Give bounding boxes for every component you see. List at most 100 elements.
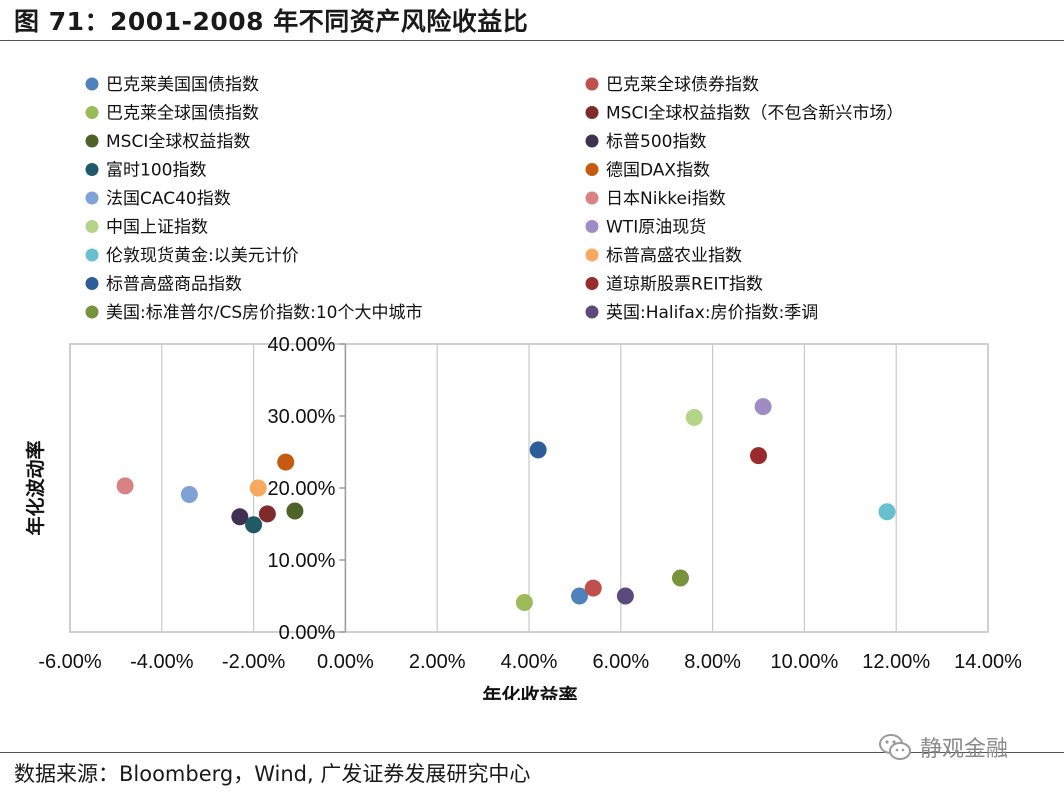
legend-marker — [585, 248, 599, 262]
legend-item: 巴克莱全球国债指数 — [85, 104, 259, 124]
watermark: 静观金融 — [878, 730, 1008, 764]
legend-marker — [85, 106, 99, 119]
legend-marker — [85, 248, 99, 262]
legend-marker — [85, 77, 99, 91]
data-point — [584, 579, 602, 597]
data-point — [671, 569, 689, 587]
legend-label: 标普500指数 — [606, 132, 706, 152]
data-point — [277, 453, 295, 471]
figure-title: 图 71：2001-2008 年不同资产风险收益比 — [14, 7, 529, 36]
watermark-text: 静观金融 — [920, 737, 1009, 762]
legend-item: 英国:Halifax:房价指数:季调 — [585, 303, 818, 323]
x-tick-label: -2.00% — [222, 651, 286, 673]
legend-item: 日本Nikkei指数 — [585, 189, 726, 209]
legend-item: 伦敦现货黄金:以美元计价 — [85, 246, 299, 266]
x-tick-label: 14.00% — [954, 651, 1022, 673]
legend-label: 伦敦现货黄金:以美元计价 — [106, 246, 299, 266]
legend-item: 巴克莱美国国债指数 — [85, 75, 259, 95]
x-tick-label: -4.00% — [130, 651, 194, 673]
data-point — [750, 447, 767, 465]
data-point — [685, 408, 703, 426]
x-tick-label: 12.00% — [862, 651, 930, 673]
legend-label: MSCI全球权益指数 — [106, 132, 250, 152]
data-point — [570, 587, 588, 605]
data-point — [258, 505, 276, 523]
source-note: 数据来源：Bloomberg，Wind, 广发证券发展研究中心 — [14, 762, 531, 786]
y-tick-label: 0.00% — [279, 622, 336, 644]
legend-marker — [585, 106, 599, 119]
plot-area: -6.00% -4.00% -2.00% 0.00% 2.00% 4.00% 6.00% 8.… — [38, 334, 1022, 673]
legend-item: MSCI全球权益指数 — [85, 132, 250, 152]
legend-marker — [85, 191, 99, 205]
legend-item: 标普高盛农业指数 — [585, 246, 742, 266]
x-tick-label: 2.00% — [409, 651, 466, 673]
x-tick-label: 8.00% — [684, 651, 741, 673]
legend-label: 标普高盛商品指数 — [106, 275, 242, 295]
data-point — [878, 503, 896, 521]
source-divider — [0, 752, 1064, 753]
wechat-icon — [879, 734, 911, 760]
legend-label: 英国:Halifax:房价指数:季调 — [606, 303, 818, 323]
y-tick-label: 40.00% — [268, 334, 336, 356]
legend-label: 道琼斯股票REIT指数 — [606, 275, 763, 295]
legend-marker — [85, 163, 99, 176]
title-divider — [0, 40, 1064, 41]
data-point — [529, 441, 547, 459]
data-point — [286, 502, 304, 520]
legend-item: 中国上证指数 — [85, 218, 208, 238]
data-point — [245, 516, 263, 534]
legend-marker — [585, 163, 599, 176]
data-point — [249, 479, 267, 497]
legend-marker — [585, 277, 599, 290]
legend-item: 标普高盛商品指数 — [85, 275, 242, 295]
legend-label: 巴克莱全球国债指数 — [106, 104, 259, 124]
legend-label: 巴克莱全球债券指数 — [606, 75, 759, 95]
legend-item: 标普500指数 — [585, 132, 706, 152]
x-tick-label: -6.00% — [38, 651, 102, 673]
y-tick-label: 20.00% — [268, 478, 336, 500]
legend-label: 美国:标准普尔/CS房价指数:10个大中城市 — [106, 303, 422, 323]
legend-item: 法国CAC40指数 — [85, 189, 231, 209]
legend-marker — [585, 77, 599, 91]
y-axis-title: 年化波动率 — [24, 440, 47, 535]
x-tick-label: 4.00% — [501, 651, 558, 673]
legend-marker — [85, 220, 99, 233]
data-point — [515, 593, 533, 611]
legend-label: 德国DAX指数 — [606, 161, 710, 181]
x-tick-label: 0.00% — [317, 651, 374, 673]
legend-item: 道琼斯股票REIT指数 — [585, 275, 763, 295]
x-axis-title: 年化收益率 — [482, 684, 577, 700]
legend-label: 巴克莱美国国债指数 — [106, 75, 259, 95]
legend-label: 富时100指数 — [106, 161, 206, 181]
legend-marker — [85, 134, 99, 148]
data-point — [616, 587, 634, 605]
legend-marker — [585, 191, 599, 205]
data-point — [180, 485, 198, 503]
legend-item: 德国DAX指数 — [585, 161, 710, 181]
legend-marker — [585, 134, 599, 148]
legend-label: WTI原油现货 — [606, 218, 706, 238]
y-tick-label: 10.00% — [268, 550, 336, 572]
legend-item: WTI原油现货 — [585, 218, 706, 238]
legend-marker — [585, 220, 599, 233]
legend-marker — [85, 305, 99, 319]
legend-item: MSCI全球权益指数（不包含新兴市场） — [585, 104, 903, 124]
legend-item: 富时100指数 — [85, 161, 206, 181]
legend-label: 日本Nikkei指数 — [606, 189, 726, 209]
x-tick-label: 10.00% — [770, 651, 838, 673]
data-point — [754, 398, 772, 416]
data-point — [231, 508, 249, 526]
legend-label: 法国CAC40指数 — [106, 189, 231, 209]
legend-label: 中国上证指数 — [106, 218, 208, 238]
legend-label: 标普高盛农业指数 — [606, 246, 742, 266]
legend-item: 美国:标准普尔/CS房价指数:10个大中城市 — [85, 303, 422, 323]
legend-marker — [585, 305, 599, 319]
legend-item: 巴克莱全球债券指数 — [585, 75, 759, 95]
data-point — [116, 477, 134, 495]
y-tick-label: 30.00% — [268, 406, 336, 428]
legend-label: MSCI全球权益指数（不包含新兴市场） — [606, 104, 903, 124]
x-tick-label: 6.00% — [592, 651, 649, 673]
legend-marker — [85, 277, 99, 290]
